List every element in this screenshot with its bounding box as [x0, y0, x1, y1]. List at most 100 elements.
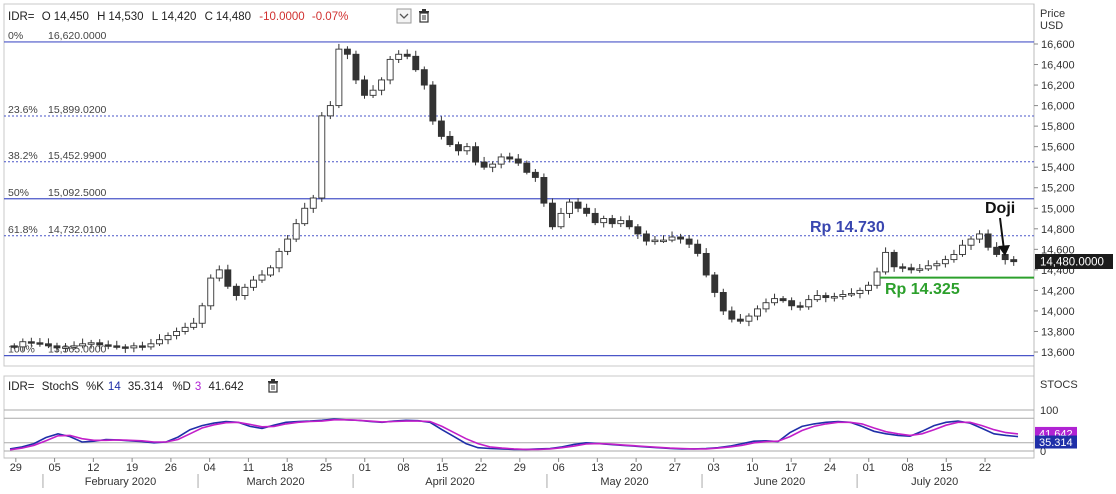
candle	[215, 265, 223, 282]
candle-body	[104, 344, 112, 347]
candle	[19, 338, 27, 352]
candle	[531, 169, 539, 182]
candle-body	[788, 300, 796, 307]
x-tick-label: 29	[514, 462, 526, 474]
candle-body	[1010, 259, 1018, 263]
stoch-y-tick-label: 100	[1040, 405, 1058, 417]
x-tick-label: 13	[591, 462, 603, 474]
candle	[796, 301, 804, 311]
chevron-down-icon[interactable]	[396, 8, 412, 24]
candle-body	[890, 251, 898, 268]
trash-icon[interactable]	[419, 9, 429, 23]
candle-body	[130, 345, 138, 349]
candle-body	[924, 265, 932, 270]
candle-body	[540, 177, 548, 204]
candle	[241, 283, 249, 300]
candle	[62, 343, 69, 352]
candle-body	[514, 158, 522, 164]
candle	[728, 306, 736, 323]
x-tick-label: 11	[243, 462, 254, 474]
candle	[352, 50, 360, 85]
candle	[711, 272, 719, 298]
candle	[224, 264, 232, 289]
candle	[591, 208, 599, 226]
trash-icon[interactable]	[268, 379, 278, 393]
candle	[839, 289, 847, 300]
candle-body	[745, 315, 753, 322]
candle	[79, 338, 87, 349]
y-tick-label: 16,000	[1041, 101, 1075, 113]
candle-body	[899, 266, 907, 269]
candle-body	[694, 243, 702, 254]
candle-body	[882, 251, 890, 273]
candle-body	[677, 236, 685, 240]
candle-body	[856, 289, 864, 294]
fib-level-label: 61.8%	[8, 224, 38, 236]
x-axis: 29 05 12 19 26 04 11 18 25 01 08 15 22 29 06 13 20 27 03 10…	[4, 457, 1034, 488]
candle	[608, 214, 616, 228]
candle-body	[378, 79, 386, 91]
candle	[489, 161, 497, 173]
candle	[36, 338, 44, 347]
stoch-panel-frame	[3, 375, 1035, 459]
candle	[27, 337, 35, 347]
candle-body	[258, 274, 266, 281]
candle	[788, 297, 796, 311]
candle-body	[506, 156, 514, 160]
candle	[1010, 256, 1018, 266]
candle-body	[591, 212, 599, 224]
candle-body	[566, 201, 573, 214]
candle	[130, 342, 138, 353]
month-label: May 2020	[600, 476, 648, 488]
candle-body	[284, 238, 292, 252]
candle	[984, 229, 992, 251]
candle	[45, 338, 52, 349]
candle	[771, 293, 778, 306]
candle	[87, 339, 95, 349]
candle-body	[497, 156, 505, 165]
stoch-header: IDR= StochS %K 14 35.314 %D 3 41.642	[8, 381, 244, 393]
candle	[96, 339, 104, 349]
candle-body	[976, 233, 983, 240]
change-value: -10.0000	[259, 11, 304, 23]
candle-body	[232, 285, 240, 296]
y-tick-label: 15,800	[1041, 121, 1075, 133]
candle-body	[455, 144, 462, 152]
fibonacci-layer: 0% 16,620.0000 23.6% 15,899.0200 38.2% 15,452…	[4, 30, 1034, 357]
candle	[463, 142, 471, 155]
x-tick-label: 05	[48, 462, 60, 474]
candle	[446, 131, 454, 147]
candle-body	[79, 343, 87, 347]
stoch-axis-title: STOCS	[1040, 379, 1078, 391]
y-tick-label: 14,200	[1041, 285, 1075, 297]
candle-body	[207, 277, 215, 307]
candle	[959, 239, 966, 257]
candle-body	[224, 269, 232, 287]
candle	[412, 50, 420, 72]
candle	[147, 338, 155, 350]
candle-body	[275, 250, 283, 269]
candle-body	[634, 226, 642, 235]
candle-body	[523, 162, 531, 173]
candle	[480, 156, 488, 170]
price-axis: 13,60013,80014,00014,20014,40014,60014,8…	[1034, 39, 1075, 359]
candle	[660, 235, 667, 243]
candle	[950, 249, 958, 263]
candle	[967, 236, 975, 250]
candle-body	[668, 236, 676, 241]
candle	[634, 224, 642, 239]
candle-body	[446, 135, 454, 146]
x-tick-label: 12	[87, 462, 99, 474]
candle-body	[412, 55, 420, 71]
candle-body	[309, 197, 317, 209]
candle-body	[600, 218, 608, 224]
candle-body	[625, 220, 633, 228]
candle-body	[215, 269, 223, 279]
x-tick-label: 15	[940, 462, 952, 474]
y-tick-label: 16,600	[1041, 39, 1075, 51]
candle-body	[301, 207, 309, 225]
candle	[335, 43, 343, 109]
candle	[70, 341, 78, 351]
candle-body	[27, 341, 35, 344]
candle-body	[10, 345, 18, 348]
